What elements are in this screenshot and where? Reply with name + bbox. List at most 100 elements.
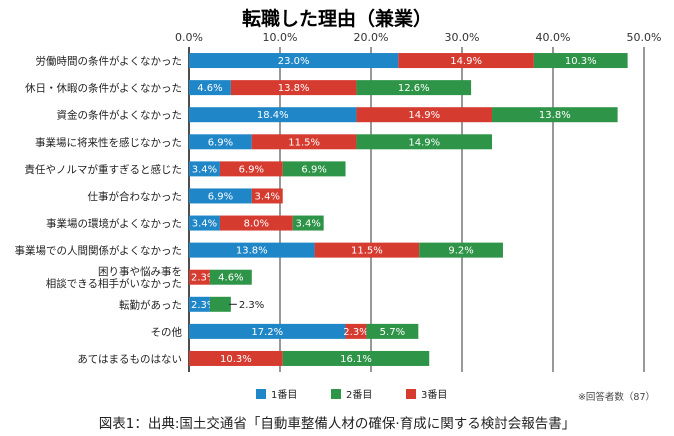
data-label: 12.6% bbox=[398, 83, 430, 94]
legend-swatch bbox=[331, 389, 341, 399]
data-label: 2.3% bbox=[191, 273, 216, 284]
bar-segment bbox=[189, 296, 210, 312]
legend-label: 1番目 bbox=[271, 389, 297, 401]
data-label: 6.9% bbox=[208, 137, 233, 148]
x-tick-label: 0.0% bbox=[175, 31, 203, 44]
chart-title: 転職した理由（兼業） bbox=[242, 7, 432, 30]
bar-segment bbox=[533, 53, 628, 69]
bar-segment bbox=[189, 134, 252, 150]
category-label: 責任やノルマが重すぎると感じた bbox=[25, 163, 183, 176]
legend-swatch bbox=[406, 389, 416, 399]
bar-segment bbox=[189, 80, 231, 96]
category-label: 事業場の環境がよくなかった bbox=[46, 217, 182, 230]
data-label: 23.0% bbox=[278, 56, 310, 67]
bar-segment bbox=[189, 215, 220, 231]
data-label: 3.4% bbox=[192, 164, 217, 175]
data-label: 14.9% bbox=[450, 56, 482, 67]
category-label: あてはまるものはない bbox=[77, 353, 182, 365]
data-label: 14.9% bbox=[408, 110, 440, 121]
data-label: 4.6% bbox=[218, 273, 243, 284]
data-label: 14.9% bbox=[408, 137, 440, 148]
bar-segment bbox=[492, 107, 618, 123]
data-label: 11.5% bbox=[351, 246, 383, 257]
bar-segment bbox=[398, 53, 534, 69]
bar-segment bbox=[189, 107, 357, 123]
data-label: 16.1% bbox=[340, 354, 372, 365]
x-tick-label: 30.0% bbox=[445, 31, 480, 44]
bar-segment bbox=[292, 215, 324, 231]
legend: 1番目 2番目 3番目 bbox=[256, 389, 447, 401]
data-label: 6.9% bbox=[239, 164, 264, 175]
data-label: 17.2% bbox=[251, 327, 283, 338]
data-label: 8.0% bbox=[244, 219, 269, 230]
category-label: 仕事が合わなかった bbox=[88, 190, 183, 203]
category-label: 資金の条件がよくなかった bbox=[57, 109, 182, 122]
bar-segment bbox=[282, 161, 346, 177]
legend-label: 3番目 bbox=[421, 389, 447, 401]
bar-segment bbox=[356, 80, 472, 96]
data-label: 13.8% bbox=[236, 246, 268, 257]
legend-label: 2番目 bbox=[346, 389, 372, 401]
data-label: 5.7% bbox=[380, 327, 405, 338]
bar-segment bbox=[219, 215, 293, 231]
category-label: 困り事や悩み事を相談できる相手がいなかった bbox=[46, 265, 182, 290]
bar-segment bbox=[209, 296, 231, 312]
bar-segment bbox=[189, 53, 399, 69]
bar-segment bbox=[345, 323, 367, 339]
bar-segment bbox=[282, 350, 430, 366]
data-label: 10.3% bbox=[220, 354, 252, 365]
bar-segment bbox=[219, 161, 283, 177]
category-label: 事業場に将来性を感じなかった bbox=[35, 136, 182, 149]
data-label: 2.3% bbox=[191, 300, 216, 311]
category-label-line: 困り事や悩み事を bbox=[98, 265, 182, 278]
bar-segment bbox=[189, 242, 315, 258]
bars: 23.0% 14.9% 10.3% 4.6% 13.8% 12.6% 18.4% 14.9% 1… bbox=[189, 53, 628, 366]
category-label: その他 bbox=[151, 325, 183, 338]
bar-segment bbox=[209, 269, 252, 285]
category-labels: 労働時間の条件がよくなかった休日・休暇の条件がよくなかった資金の条件がよくなかっ… bbox=[15, 55, 183, 366]
data-label: 3.4% bbox=[255, 191, 280, 202]
bar-segment bbox=[230, 80, 357, 96]
data-label: 10.3% bbox=[565, 56, 597, 67]
data-label: 13.8% bbox=[278, 83, 310, 94]
data-label: 9.2% bbox=[448, 246, 473, 257]
data-label: 3.4% bbox=[192, 219, 217, 230]
category-label-line: 相談できる相手がいなかった bbox=[46, 277, 182, 290]
bar-segment bbox=[356, 134, 493, 150]
bar-segment bbox=[366, 323, 419, 339]
bar-segment bbox=[189, 323, 346, 339]
x-tick-label: 50.0% bbox=[627, 31, 662, 44]
bar-segment bbox=[314, 242, 420, 258]
respondent-note: ※回答者数（87） bbox=[578, 391, 655, 403]
x-tick-label: 40.0% bbox=[536, 31, 571, 44]
bar-segment bbox=[356, 107, 493, 123]
data-label: 18.4% bbox=[257, 110, 289, 121]
data-label: 2.3% bbox=[343, 327, 368, 338]
data-label: 6.9% bbox=[301, 164, 326, 175]
grid-lines bbox=[188, 47, 645, 372]
category-label: 休日・休暇の条件がよくなかった bbox=[25, 82, 182, 95]
data-label: 6.9% bbox=[208, 191, 233, 202]
category-label: 事業場での人間関係がよくなかった bbox=[15, 244, 182, 257]
bar-segment bbox=[251, 134, 357, 150]
x-axis-ticks: 0.0% 10.0% 20.0% 30.0% 40.0% 50.0% bbox=[175, 31, 661, 44]
figure-caption: 図表1：出典:国土交通省「自動車整備人材の確保·育成に関する検討会報告書」 bbox=[99, 415, 575, 432]
bar-segment bbox=[189, 188, 252, 204]
category-label: 転勤があった bbox=[119, 298, 182, 311]
legend-swatch bbox=[256, 389, 266, 399]
data-label: 13.8% bbox=[539, 110, 571, 121]
category-label: 労働時間の条件がよくなかった bbox=[36, 55, 182, 68]
data-label: 11.5% bbox=[288, 137, 320, 148]
bar-segment bbox=[189, 350, 283, 366]
bar-segment bbox=[189, 161, 220, 177]
data-label: 3.4% bbox=[296, 219, 321, 230]
bar-segment bbox=[251, 188, 283, 204]
x-tick-label: 10.0% bbox=[263, 31, 298, 44]
bar-segment bbox=[419, 242, 503, 258]
bar-segment bbox=[189, 269, 210, 285]
x-tick-label: 20.0% bbox=[354, 31, 389, 44]
data-label: 2.3% bbox=[239, 300, 264, 311]
data-label: 4.6% bbox=[197, 83, 222, 94]
